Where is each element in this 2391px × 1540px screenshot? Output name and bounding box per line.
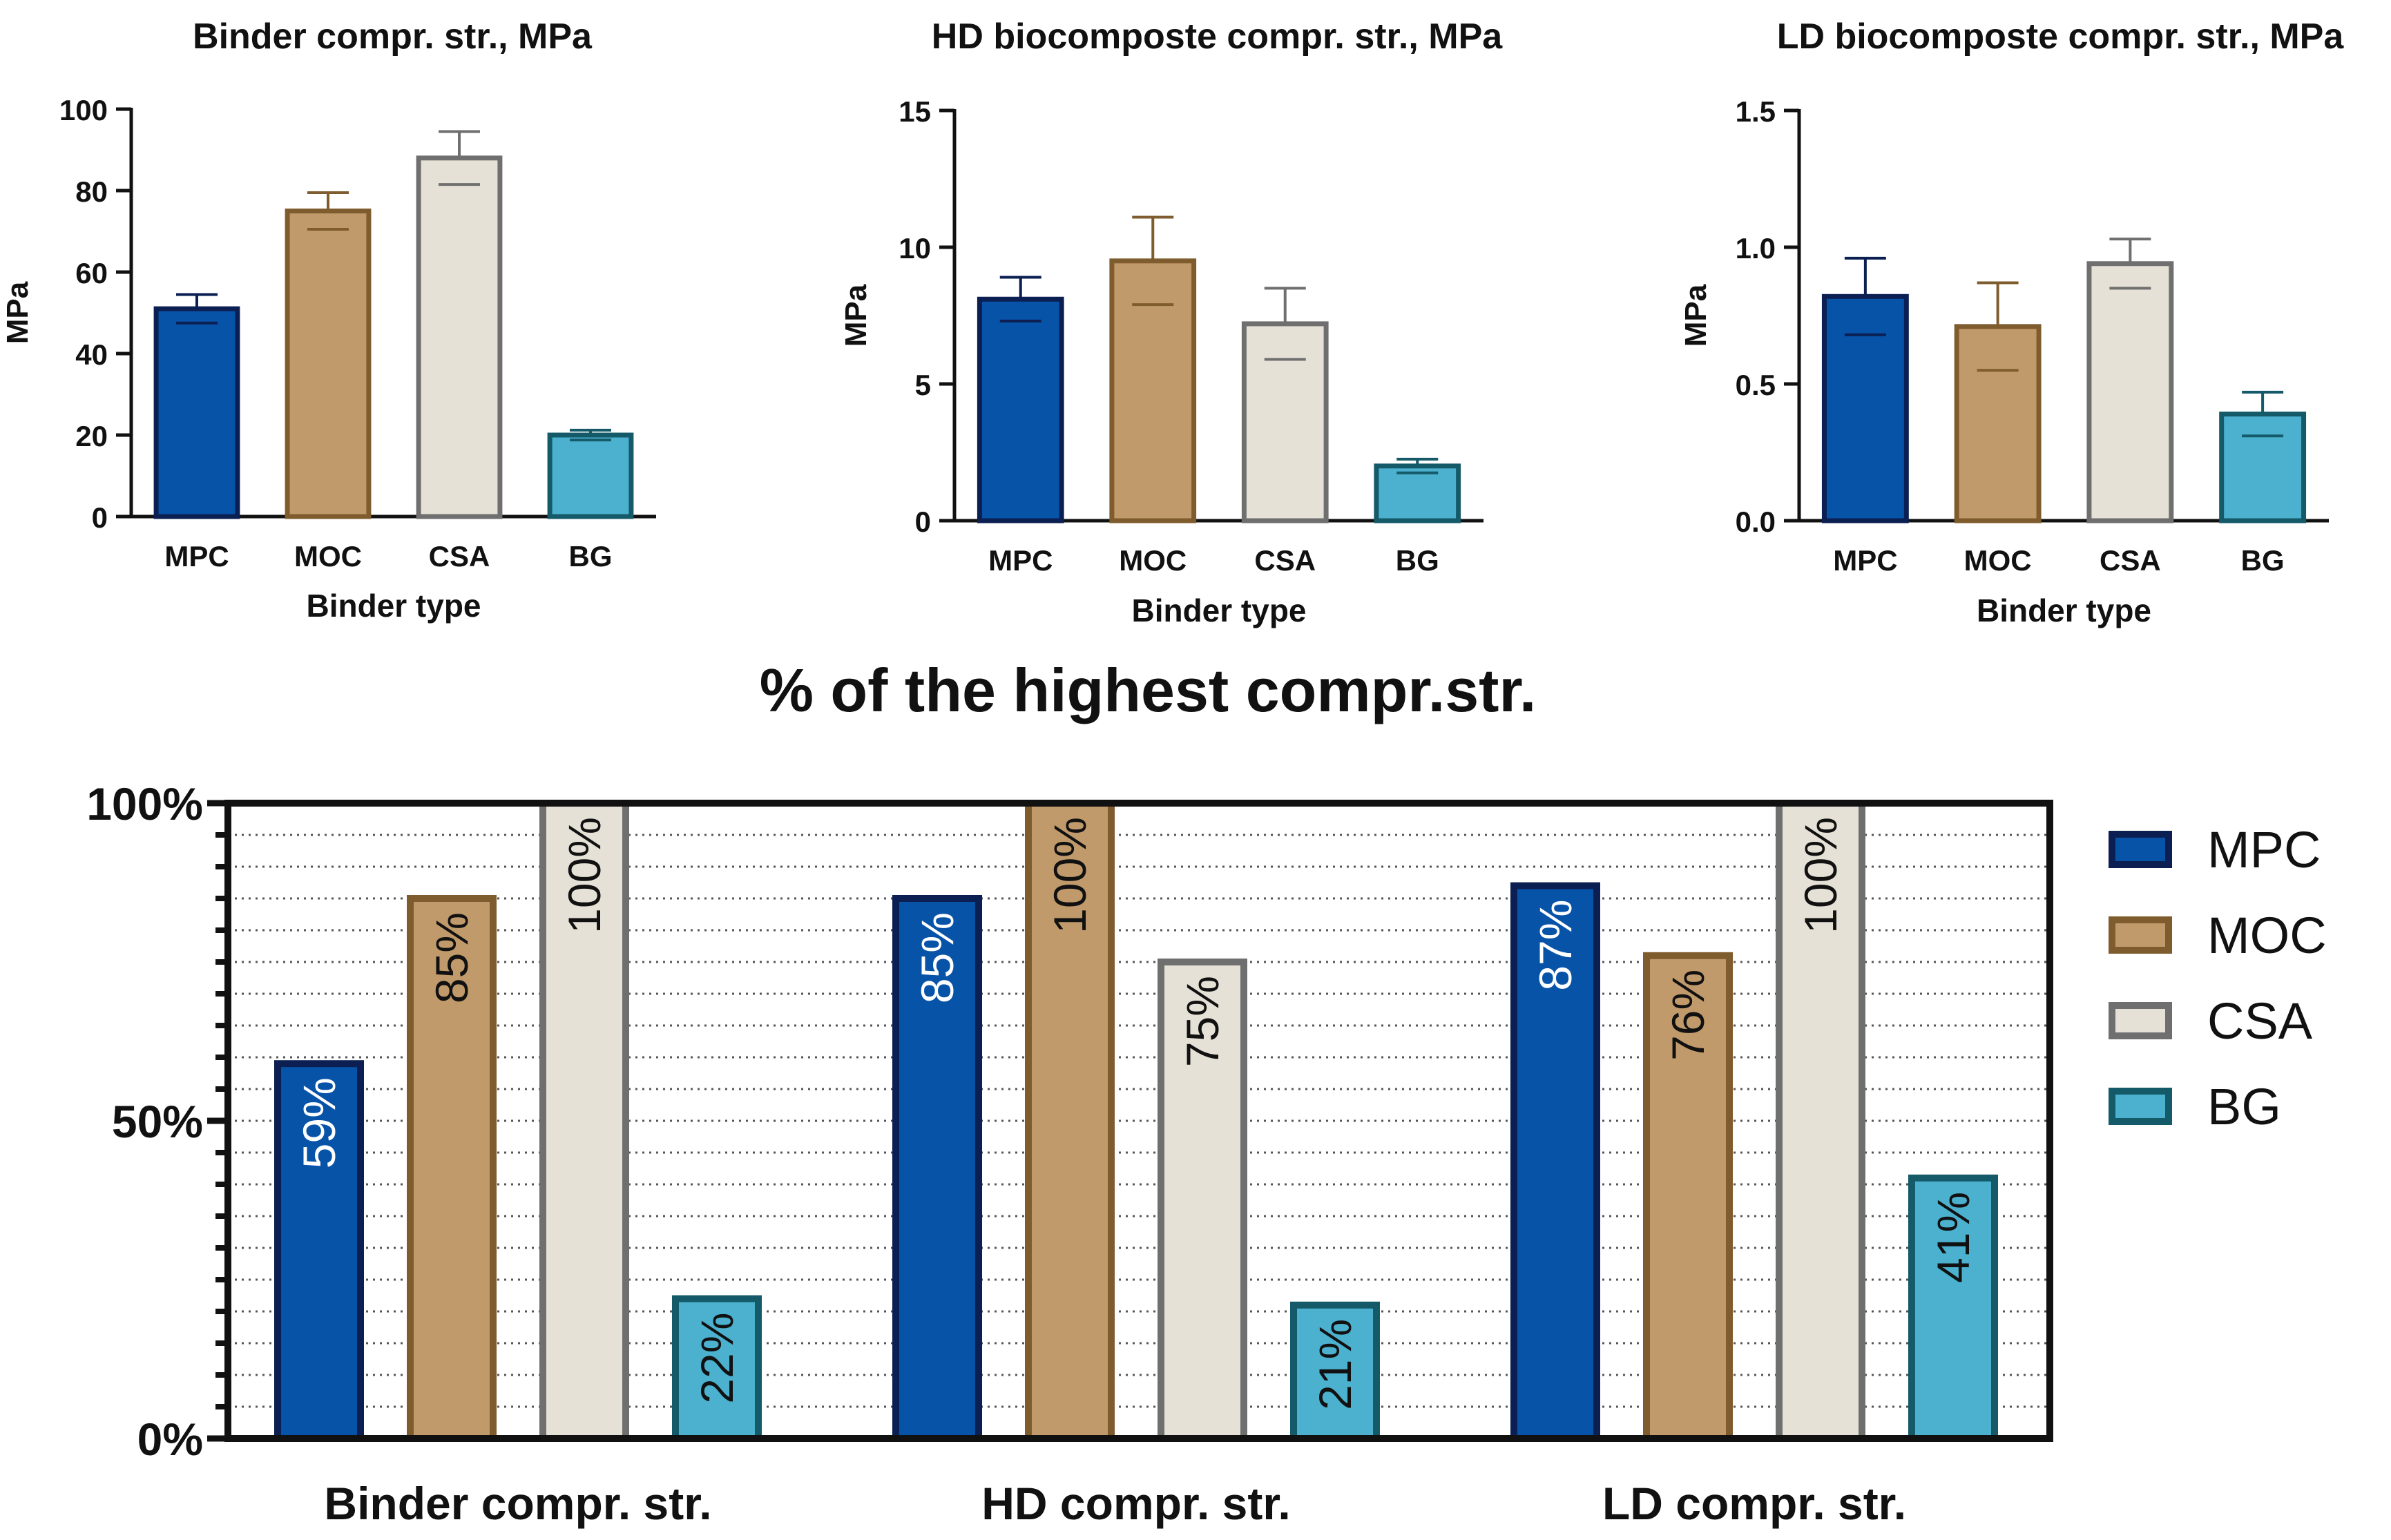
x-tick-label: CSA bbox=[429, 540, 490, 572]
legend-item-csa: CSA bbox=[2109, 992, 2313, 1050]
data-label: 85% bbox=[426, 912, 477, 1003]
y-tick-label: 1.0 bbox=[1736, 232, 1776, 264]
y-axis-label: MPa bbox=[1, 281, 35, 344]
x-tick-label: MPC bbox=[1833, 544, 1897, 577]
x-tick-label: BG bbox=[2241, 544, 2285, 577]
bar-moc bbox=[1643, 952, 1733, 1443]
legend: MPC MOC CSA BG bbox=[2109, 821, 2327, 1135]
bar-csa bbox=[416, 155, 503, 519]
x-axis-label: Binder type bbox=[1977, 593, 2151, 628]
legend-label: MPC bbox=[2207, 821, 2321, 878]
y-tick-label: 0% bbox=[137, 1414, 203, 1465]
legend-label: BG bbox=[2207, 1078, 2281, 1135]
x-category-label: LD compr. str. bbox=[1602, 1478, 1906, 1529]
chart-title: Binder compr. str., MPa bbox=[193, 17, 593, 57]
bar-bg bbox=[672, 1295, 762, 1442]
small-chart-3: LD biocomposte compr. str., MPa 0.0 0.5 1.0… bbox=[1679, 17, 2344, 628]
chart-title: HD biocomposte compr. str., MPa bbox=[932, 17, 1503, 57]
bar-mpc bbox=[977, 296, 1064, 523]
data-label: 100% bbox=[1044, 817, 1095, 934]
y-tick-label: 1.5 bbox=[1736, 95, 1776, 128]
data-label: 21% bbox=[1309, 1319, 1361, 1410]
data-label: 87% bbox=[1530, 900, 1581, 991]
y-tick-label: 0.0 bbox=[1736, 506, 1776, 538]
x-tick-label: CSA bbox=[2100, 544, 2161, 577]
y-tick-label: 20 bbox=[75, 420, 108, 452]
x-tick-label: MPC bbox=[164, 540, 229, 572]
x-tick-label: MPC bbox=[988, 544, 1053, 577]
data-label: 100% bbox=[559, 817, 610, 934]
legend-swatch bbox=[2109, 1002, 2172, 1039]
bar-moc bbox=[1109, 258, 1197, 523]
y-tick-label: 50% bbox=[112, 1096, 203, 1147]
data-label: 59% bbox=[294, 1077, 345, 1168]
y-tick-label: 100% bbox=[86, 778, 203, 829]
bar-bg bbox=[2219, 412, 2307, 523]
bar-csa bbox=[1158, 959, 1247, 1442]
bar-moc bbox=[1025, 800, 1115, 1442]
legend-item-moc: MOC bbox=[2109, 907, 2327, 964]
y-tick-label: 15 bbox=[899, 95, 931, 128]
y-tick-label: 5 bbox=[915, 369, 931, 401]
bar-moc bbox=[1954, 324, 2042, 523]
x-axis-label: Binder type bbox=[306, 588, 481, 624]
legend-item-bg: BG bbox=[2109, 1078, 2281, 1135]
percentage-chart: % of the highest compr.str. 0% 50% 100% 59%… bbox=[86, 656, 2326, 1529]
x-tick-label: MOC bbox=[294, 540, 362, 572]
bar-bg bbox=[1374, 463, 1461, 523]
small-chart-2: HD biocomposte compr. str., MPa 0 5 10 15 MPa… bbox=[839, 17, 1503, 628]
bar-csa bbox=[539, 800, 629, 1442]
data-label: 100% bbox=[1795, 817, 1846, 934]
legend-label: MOC bbox=[2207, 907, 2327, 964]
bar-csa bbox=[2086, 261, 2174, 523]
x-category-label: HD compr. str. bbox=[981, 1478, 1290, 1529]
data-label: 85% bbox=[912, 912, 963, 1003]
x-category-label: Binder compr. str. bbox=[324, 1478, 711, 1529]
y-tick-label: 0 bbox=[92, 501, 108, 534]
bar-mpc bbox=[1510, 882, 1600, 1442]
legend-swatch bbox=[2109, 1088, 2172, 1125]
chart-title: LD biocomposte compr. str., MPa bbox=[1777, 17, 2345, 57]
x-tick-label: MOC bbox=[1964, 544, 2032, 577]
bar-mpc bbox=[153, 306, 240, 519]
y-tick-label: 10 bbox=[899, 232, 931, 264]
y-tick-label: 40 bbox=[75, 338, 108, 371]
small-charts: Binder compr. str., MPa020406080100MPaMP… bbox=[1, 17, 2344, 628]
x-axis-label: Binder type bbox=[1131, 593, 1306, 628]
y-axis-label: MPa bbox=[839, 284, 873, 347]
legend-label: CSA bbox=[2207, 992, 2313, 1050]
bar-moc bbox=[285, 209, 372, 519]
x-tick-label: BG bbox=[1396, 544, 1439, 577]
y-tick-label: 0.5 bbox=[1736, 369, 1776, 401]
bar-csa bbox=[1241, 321, 1329, 523]
bar-mpc bbox=[274, 1060, 364, 1442]
x-tick-label: BG bbox=[569, 540, 613, 572]
legend-item-mpc: MPC bbox=[2109, 821, 2321, 878]
x-tick-label: MOC bbox=[1119, 544, 1187, 577]
y-tick-label: 100 bbox=[59, 94, 108, 126]
y-tick-label: 60 bbox=[75, 257, 108, 289]
bar-bg bbox=[547, 432, 634, 519]
y-tick-label: 80 bbox=[75, 175, 108, 208]
x-tick-label: CSA bbox=[1254, 544, 1316, 577]
y-axis-label: MPa bbox=[1679, 284, 1713, 347]
data-label: 22% bbox=[691, 1313, 742, 1404]
percentage-chart-title: % of the highest compr.str. bbox=[760, 656, 1537, 724]
data-label: 75% bbox=[1177, 976, 1228, 1067]
small-chart-1: Binder compr. str., MPa 0 20 40 60 80 100 MPa MP… bbox=[1, 17, 656, 624]
plot-frame bbox=[224, 800, 2053, 1442]
legend-swatch bbox=[2109, 916, 2172, 954]
bar-bg bbox=[1908, 1174, 1998, 1443]
legend-swatch bbox=[2109, 831, 2172, 868]
bar-mpc bbox=[1821, 293, 1909, 523]
data-label: 41% bbox=[1928, 1192, 1979, 1283]
y-tick-label: 0 bbox=[915, 506, 931, 538]
data-label: 76% bbox=[1662, 970, 1713, 1061]
